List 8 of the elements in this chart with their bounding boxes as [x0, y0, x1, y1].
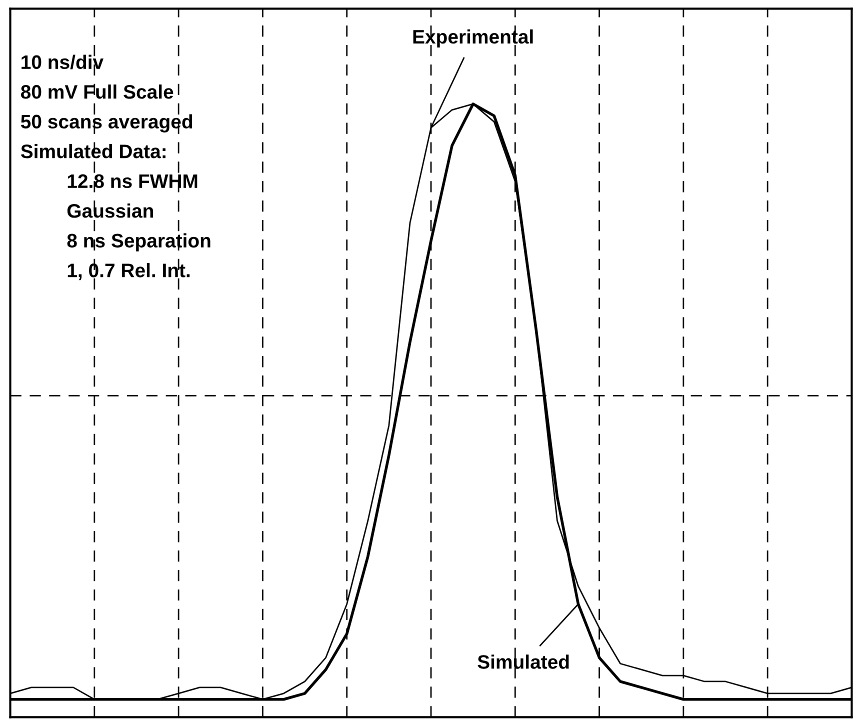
legend-label: Simulated	[478, 654, 569, 669]
annotation: 1, 0.7 Rel. Int.	[68, 263, 190, 280]
annotation: 12.8 ns FWHM	[68, 174, 198, 188]
annotation: Gaussian	[67, 204, 153, 218]
annotation: 50 scans averaged	[20, 114, 192, 132]
annotation: Simulated Data:	[20, 144, 166, 158]
text: 10 ns/div	[22, 54, 104, 70]
text: Experimental	[413, 29, 533, 48]
